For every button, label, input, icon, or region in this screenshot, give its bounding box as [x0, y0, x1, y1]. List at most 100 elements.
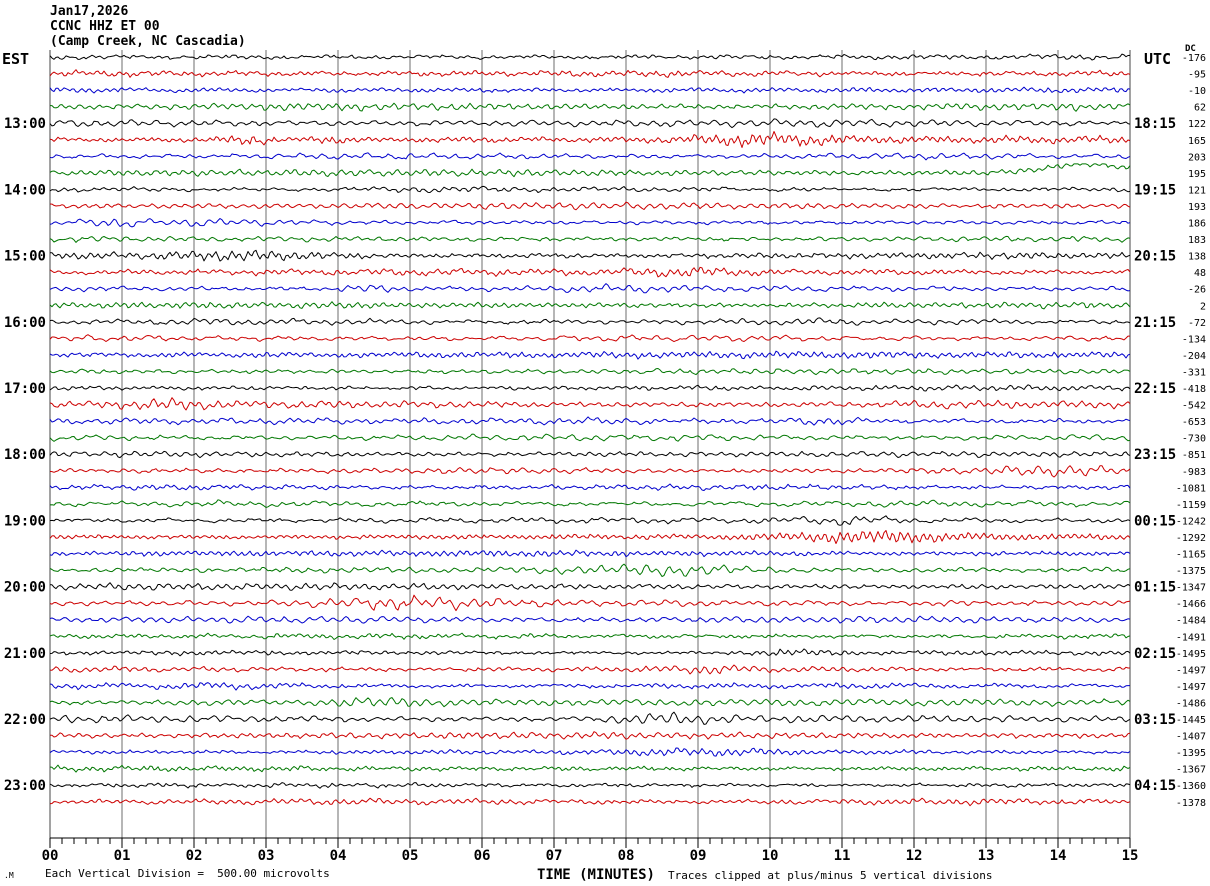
seismo-trace-row — [49, 283, 1131, 294]
utc-hour-label: 03:15 — [1134, 712, 1176, 728]
seismo-trace-row — [49, 782, 1131, 789]
seismo-trace-row — [49, 594, 1131, 612]
seismo-trace-row — [49, 615, 1131, 624]
dc-offset-value: -1292 — [1176, 533, 1206, 544]
est-hour-label: 19:00 — [4, 513, 46, 529]
est-hour-label: 13:00 — [4, 116, 46, 132]
clip-note: Traces clipped at plus/minus 5 vertical … — [668, 869, 993, 882]
seismo-trace-row — [49, 334, 1130, 343]
seismo-trace-row — [49, 118, 1131, 129]
dc-offset-value: -204 — [1182, 351, 1206, 362]
seismo-trace-row — [49, 465, 1131, 478]
dc-offset-value: -72 — [1188, 318, 1206, 329]
title-station: CCNC HHZ ET 00 — [50, 19, 160, 34]
seismo-trace-row — [49, 201, 1131, 211]
seismo-trace-row — [49, 515, 1131, 526]
seismo-trace-row — [49, 152, 1131, 161]
dc-offset-value: -1347 — [1176, 583, 1206, 594]
est-hour-label: 21:00 — [4, 646, 46, 662]
est-hour-label: 18:00 — [4, 447, 46, 463]
dc-offset-value: -1445 — [1176, 715, 1206, 726]
minute-tick-label: 02 — [186, 848, 203, 864]
seismo-trace-row — [49, 711, 1131, 725]
minute-tick-label: 04 — [330, 848, 347, 864]
seismo-trace-row — [49, 731, 1131, 740]
seismo-trace-row — [49, 433, 1131, 442]
dc-offset-value: -1378 — [1176, 798, 1206, 809]
minute-tick-label: 15 — [1122, 848, 1139, 864]
dc-offset-value: 193 — [1188, 202, 1206, 213]
dc-offset-value: -95 — [1188, 70, 1206, 81]
utc-hour-label: 04:15 — [1134, 778, 1176, 794]
seismo-trace-row — [49, 249, 1131, 262]
time-axis-label: TIME (MINUTES) — [537, 867, 655, 883]
dc-offset-value: -1242 — [1176, 516, 1206, 527]
row-labels: -176 -95 -10 62 13:00 18:15 122 165 203 195 14:00 1… — [4, 53, 1206, 809]
est-hour-label: 20:00 — [4, 580, 46, 596]
seismo-trace-row — [49, 185, 1131, 193]
dc-offset-value: -1484 — [1176, 616, 1206, 627]
dc-offset-value: 121 — [1188, 185, 1206, 196]
minute-tick-label: 05 — [402, 848, 419, 864]
est-hour-label: 22:00 — [4, 712, 46, 728]
dc-offset-value: -176 — [1182, 53, 1206, 64]
seismo-trace-row — [49, 483, 1131, 491]
dc-offset-value: 2 — [1200, 301, 1206, 312]
left-timezone-header: EST — [2, 50, 29, 68]
seismo-trace-row — [49, 416, 1131, 426]
dc-offset-value: -1486 — [1176, 698, 1206, 709]
seismo-trace-row — [49, 450, 1131, 459]
utc-hour-label: 19:15 — [1134, 182, 1176, 198]
dc-offset-value: 138 — [1188, 252, 1206, 263]
seismo-trace-row — [49, 218, 1131, 228]
dc-offset-value: -1165 — [1176, 550, 1206, 561]
dc-offset-value: -331 — [1182, 367, 1206, 378]
seismo-trace-row — [49, 797, 1131, 807]
dc-offset-value: -983 — [1182, 467, 1206, 478]
seismo-trace-row — [49, 682, 1130, 691]
seismo-trace-row — [49, 582, 1131, 591]
seismo-trace-row — [49, 131, 1131, 148]
dc-offset-value: -1081 — [1176, 483, 1206, 494]
dc-offset-value: -10 — [1188, 86, 1206, 97]
seismo-trace-row — [49, 368, 1131, 376]
minute-tick-label: 00 — [42, 848, 59, 864]
seismo-trace-row — [49, 384, 1131, 392]
dc-offset-value: 122 — [1188, 119, 1206, 130]
seismo-trace-row — [49, 350, 1131, 360]
minute-tick-label: 08 — [618, 848, 635, 864]
dc-offset-value: -542 — [1182, 401, 1206, 412]
dc-offset-value: -1495 — [1176, 649, 1206, 660]
est-hour-label: 16:00 — [4, 315, 46, 331]
utc-hour-label: 18:15 — [1134, 116, 1176, 132]
utc-hour-label: 00:15 — [1134, 513, 1176, 529]
title-date: Jan17,2026 — [50, 4, 128, 19]
dc-offset-value: -1497 — [1176, 665, 1206, 676]
dc-offset-value: -26 — [1188, 285, 1206, 296]
dc-offset-value: 186 — [1188, 219, 1206, 230]
minute-tick-label: 09 — [690, 848, 707, 864]
scale-note: Each Vertical Division = 500.00 microvol… — [45, 867, 330, 880]
seismo-trace-row — [49, 86, 1131, 94]
seismo-trace-row — [49, 549, 1131, 558]
dc-offset-value: 195 — [1188, 169, 1206, 180]
dc-offset-value: -1367 — [1176, 765, 1206, 776]
minute-grid — [49, 50, 1131, 838]
dc-offset-value: -1407 — [1176, 732, 1206, 743]
seismo-trace-row — [49, 563, 1131, 577]
minute-tick-label: 12 — [906, 848, 923, 864]
dc-offset-value: -1159 — [1176, 500, 1206, 511]
utc-hour-label: 22:15 — [1134, 381, 1176, 397]
seismo-trace-row — [49, 266, 1131, 278]
dc-offset-value: -1375 — [1176, 566, 1206, 577]
est-hour-label: 15:00 — [4, 249, 46, 265]
seismo-trace-row — [49, 317, 1131, 326]
seismo-trace-row — [49, 235, 1131, 243]
seismo-trace-row — [49, 69, 1131, 78]
utc-hour-label: 02:15 — [1134, 646, 1176, 662]
dc-offset-value: -653 — [1182, 417, 1206, 428]
dc-offset-value: 62 — [1194, 103, 1206, 114]
est-hour-label: 17:00 — [4, 381, 46, 397]
minute-tick-label: 13 — [978, 848, 995, 864]
